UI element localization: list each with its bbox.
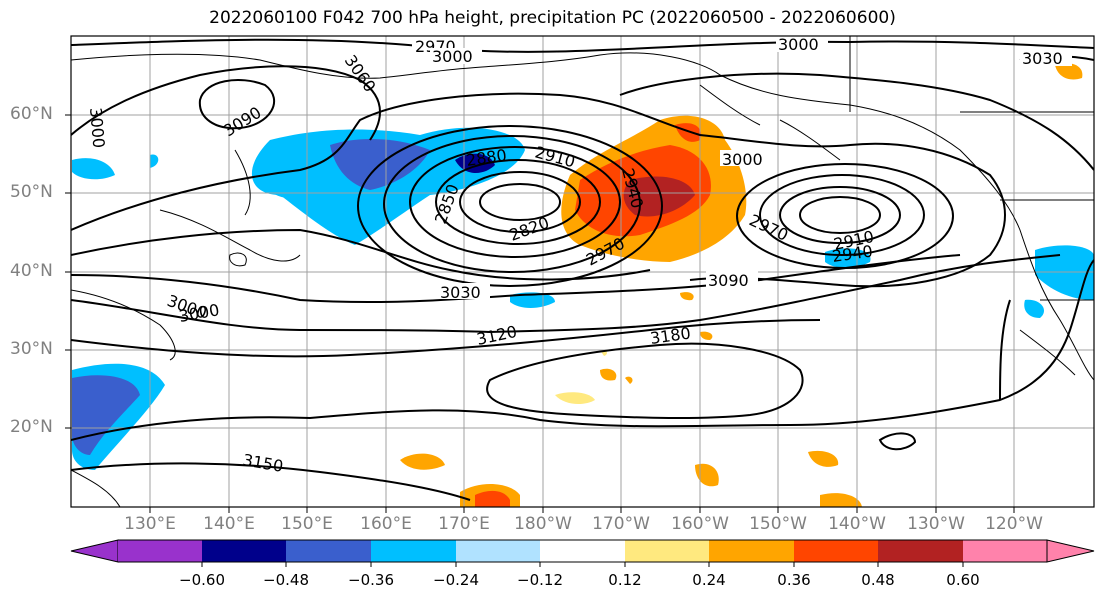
precip-area [623,176,695,217]
contour-label: 3090 [220,103,265,141]
figure-title: 2022060100 F042 700 hPa height, precipit… [209,8,896,28]
contour-label: 3000 [778,35,819,54]
coastlines [71,52,1094,507]
precip-area [1035,245,1094,300]
contour-label: 3000 [86,107,108,149]
colorbar-tick-label: 0.48 [861,571,895,589]
lon-label: 170°E [438,514,490,534]
colorbar-tick-label: 0.36 [777,571,811,589]
precip-area [475,490,510,507]
lon-label: 150°E [281,514,333,534]
lon-label: 130°W [907,514,965,534]
colorbar-tick-label: −0.60 [179,571,225,589]
colorbar-tick-label: −0.48 [263,571,309,589]
precip-area [1055,63,1083,80]
contour-label: 3030 [1022,49,1063,68]
height-contours [71,38,1094,501]
contour-label: 2910 [533,143,577,172]
colorbar-tick-label: 0.12 [608,571,642,589]
contour-label: 3120 [475,322,519,349]
contour-label: 2970 [746,210,791,244]
contour-label: 3030 [440,283,481,302]
colorbar-tick-label: −0.12 [517,571,563,589]
lon-label: 150°W [749,514,807,534]
lat-label: 20°N [10,417,53,437]
precip-area [680,292,694,301]
precip-area [150,154,159,168]
lat-label: 40°N [10,261,53,281]
precip-area [820,493,862,507]
precip-area [695,463,719,487]
colorbar-tick-label: −0.24 [433,571,479,589]
precip-area [808,450,839,467]
precip-area [510,292,555,308]
precip-area [600,368,617,381]
contour-label: 3000 [722,150,763,169]
contour-labels: 2970 3000 3000 3060 3030 3090 3000 2880 … [86,35,1072,476]
country-borders [849,36,1094,301]
contour-label: 3150 [241,450,284,476]
precip-area [1024,299,1045,318]
colorbar-tick-label: −0.36 [348,571,394,589]
lon-label: 130°E [124,514,176,534]
graticule [71,36,1094,507]
colorbar-tick-label: 0.24 [692,571,726,589]
contour-label: 3090 [708,271,749,290]
contour-label: 3000 [432,47,473,66]
precip-area [675,123,701,142]
lon-label: 160°W [671,514,729,534]
lon-label: 120°W [985,514,1043,534]
lat-label: 50°N [10,182,53,202]
precip-area [625,376,633,384]
contour-label: 2820 [507,213,552,245]
lon-label: 180°W [514,514,572,534]
precip-area [269,183,294,198]
lat-label: 60°N [10,104,53,124]
axis-ticks [65,114,1015,513]
precip-area [700,331,713,340]
lat-label: 30°N [10,339,53,359]
lon-label: 170°W [592,514,650,534]
lon-label: 140°E [203,514,255,534]
precip-area [400,453,445,470]
lon-label: 140°W [828,514,886,534]
lon-label: 160°E [360,514,412,534]
precip-area [72,158,115,180]
colorbar-tick-label: 0.60 [946,571,980,589]
precip-area [555,392,595,405]
precip-area [455,153,495,174]
